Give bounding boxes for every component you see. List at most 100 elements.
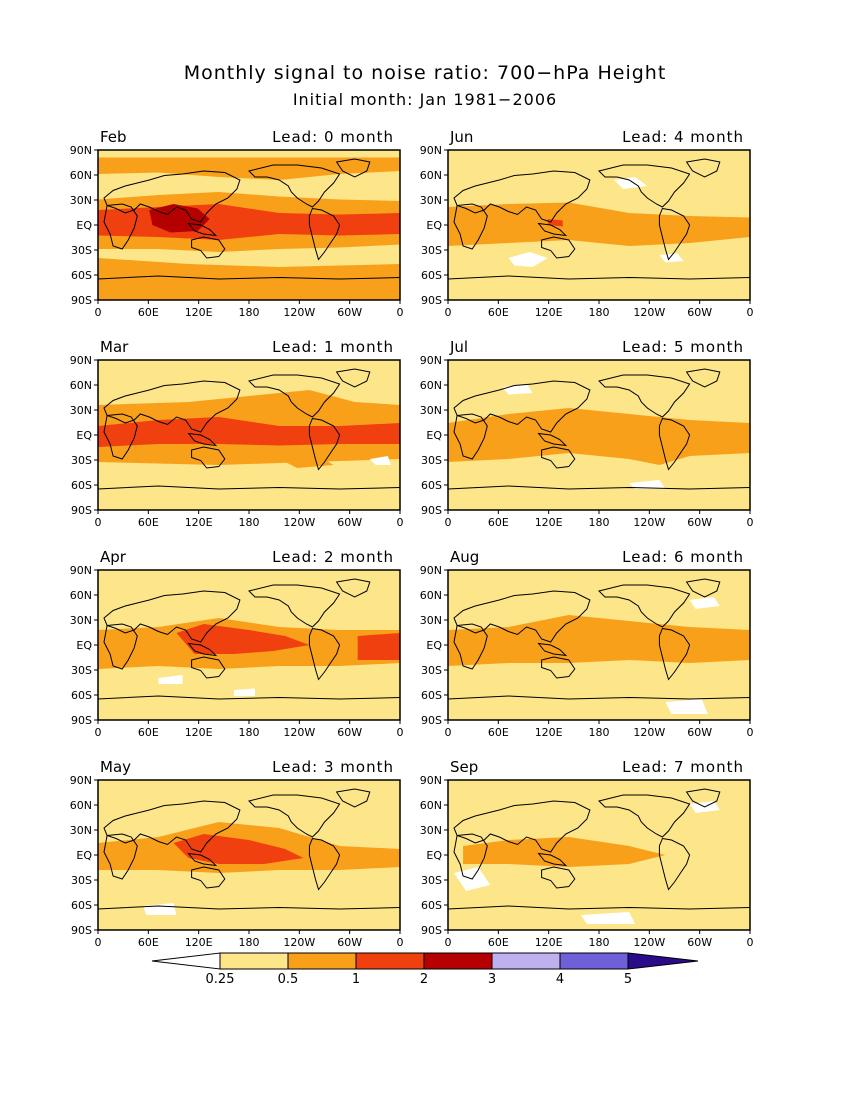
coastline [248,794,341,838]
snr-field [98,578,400,700]
lon-tick-label: 60E [488,516,509,529]
coastline [103,800,241,853]
snr-contour-white [508,252,548,267]
coastline [335,788,371,808]
lat-tick-label: 90N [70,144,92,157]
lat-tick-label: 30N [70,614,92,627]
snr-contour-white [369,456,391,465]
panel-month-label: Mar [100,338,129,356]
lat-tick-label: 30S [71,664,92,677]
lon-tick-label: 120E [535,516,563,529]
lat-tick-label: 60N [420,589,442,602]
lon-tick-label: 60W [337,726,362,739]
lat-tick-label: 60S [421,899,442,912]
lon-tick-label: 60E [138,516,159,529]
coastline [187,642,218,657]
lon-tick-label: 0 [95,306,102,319]
lat-tick-label: 60N [70,589,92,602]
lat-tick-label: EQ [76,639,92,652]
snr-contour-white [158,675,183,684]
coastline [453,800,591,853]
snr-contour-orange [448,202,750,246]
snr-contour-orange [98,258,400,300]
lat-tick-label: 30S [71,874,92,887]
lat-tick-label: EQ [76,849,92,862]
lon-tick-label: 60E [138,726,159,739]
coastline [541,656,576,679]
lon-tick-label: 120W [283,306,315,319]
coastline [448,905,750,910]
panel-month-label: May [100,758,131,776]
lon-tick-label: 60W [687,726,712,739]
lat-tick-label: 90N [420,564,442,577]
colorbar-swatch [355,952,425,970]
colorbar-label: 0.25 [206,972,235,987]
snr-contour-white [233,688,255,696]
lon-tick-label: 60E [488,726,509,739]
lat-tick-label: 30N [70,404,92,417]
coastline [685,368,721,388]
coastline [98,905,400,910]
lat-tick-label: 60N [70,799,92,812]
coastline [103,590,241,643]
coastline [453,203,488,250]
lat-tick-label: EQ [426,849,442,862]
coastline [685,788,721,808]
lat-tick-label: 60N [420,799,442,812]
coastline [248,164,341,208]
coastline [685,158,721,178]
coastline [541,236,576,259]
lon-tick-label: 120W [283,936,315,949]
lon-tick-label: 0 [397,726,404,739]
snr-contour-red-orange [98,417,400,447]
lat-tick-label: 90S [71,504,92,517]
lat-tick-label: 60N [70,169,92,182]
lon-tick-label: 0 [95,936,102,949]
coastline [537,432,568,447]
coastline [308,837,341,891]
lat-tick-label: 90N [70,774,92,787]
figure-subtitle: Initial month: Jan 1981−2006 [292,90,558,109]
panel-lead-label: Lead: 6 month [622,548,744,566]
lat-tick-label: 90N [420,354,442,367]
snr-contour-white [665,699,708,714]
lat-tick-label: 90S [421,504,442,517]
lat-tick-label: 90N [420,144,442,157]
lon-tick-label: 60E [138,306,159,319]
snr-contour-white [614,177,648,189]
lat-tick-label: 90S [71,294,92,307]
colorbar-swatch [219,952,289,970]
lon-tick-label: 120E [535,936,563,949]
lat-tick-label: 30S [421,454,442,467]
lat-tick-label: 30S [421,244,442,257]
coastline [658,837,691,891]
coastline [103,380,241,433]
lat-tick-label: 30S [421,664,442,677]
lon-tick-label: 180 [589,516,610,529]
lon-tick-label: 0 [95,726,102,739]
lat-tick-label: EQ [426,219,442,232]
panel-month-label: Apr [100,548,127,566]
lat-tick-label: 90S [421,924,442,937]
lat-tick-label: 60S [71,269,92,282]
lat-tick-label: 30S [71,454,92,467]
lon-tick-label: 60W [337,306,362,319]
colorbar: 0.25 0.5 1 2 3 4 5 [151,952,699,987]
lat-tick-label: EQ [76,219,92,232]
lon-tick-label: 120W [283,726,315,739]
lat-tick-label: 30S [421,874,442,887]
lon-tick-label: 120E [535,306,563,319]
panel-lead-label: Lead: 7 month [622,758,744,776]
panel-lead-label: Lead: 0 month [272,128,394,146]
lat-tick-label: 60S [71,479,92,492]
coastline [598,584,691,628]
colorbar-label: 5 [624,972,632,987]
panel-lead-label: Lead: 2 month [272,548,394,566]
lon-tick-label: 0 [445,516,452,529]
snr-contour-orange [448,408,750,465]
snr-contour-orange [463,837,666,867]
colorbar-label: 4 [556,972,564,987]
lat-tick-label: EQ [426,639,442,652]
